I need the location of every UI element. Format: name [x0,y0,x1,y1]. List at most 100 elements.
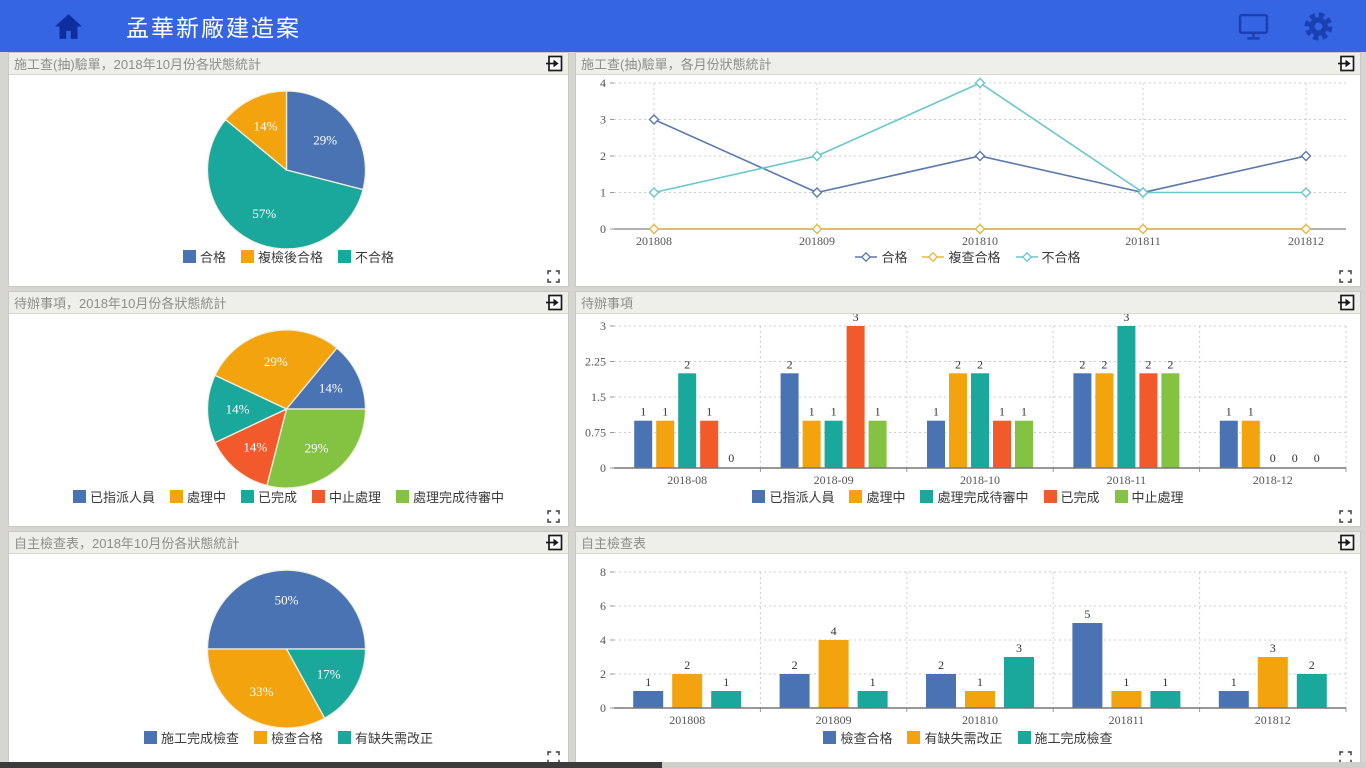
legend-item[interactable]: 檢查合格 [253,728,323,747]
legend-item[interactable]: 複查合格 [922,247,1001,266]
bar-chart-todo-monthly: 0 0.75 1.5 2.25 3 2018-08 1 1 2 1 0 2018-09 2 1 1 3 1 201… [576,314,1360,526]
svg-text:1: 1 [999,405,1005,419]
svg-text:1: 1 [831,405,837,419]
svg-text:14%: 14% [254,118,278,133]
svg-text:29%: 29% [313,133,337,148]
svg-text:3: 3 [1270,641,1276,655]
legend-item[interactable]: 處理完成待審中 [396,487,504,506]
svg-text:0: 0 [600,222,606,236]
svg-text:29%: 29% [305,440,329,455]
svg-text:2: 2 [787,357,793,371]
expand-icon[interactable] [547,270,560,283]
svg-text:4: 4 [600,76,606,90]
legend-item[interactable]: 合格 [855,247,907,266]
legend-item[interactable]: 不合格 [1015,247,1081,266]
chart-legend: 檢查合格 有缺失需改正 施工完成檢查 [576,728,1360,747]
legend-item[interactable]: 已指派人員 [72,487,155,506]
gear-icon[interactable] [1303,11,1334,42]
legend-square-marker [169,490,183,503]
panel-header: 待辦事項，2018年10月份各狀態統計 [9,292,568,314]
app-header: 孟華新廠建造案 [0,0,1366,52]
legend-item[interactable]: 中止處理 [312,487,381,506]
export-icon[interactable] [546,294,563,311]
legend-item[interactable]: 檢查合格 [823,728,892,747]
svg-text:201809: 201809 [799,234,835,248]
svg-text:1: 1 [662,405,668,419]
legend-item[interactable]: 複檢後合格 [240,247,323,266]
svg-text:2: 2 [1101,357,1107,371]
export-icon[interactable] [1338,55,1355,72]
panel-header: 施工查(抽)驗單，各月份狀態統計 [576,53,1360,75]
pie-chart-svg: 29% 57% 14% [206,90,367,250]
svg-text:0: 0 [728,451,734,465]
svg-text:201810: 201810 [962,234,998,248]
svg-text:2: 2 [684,357,690,371]
legend-item[interactable]: 已完成 [240,487,297,506]
svg-text:1: 1 [1123,675,1129,689]
line-chart-inspection-monthly: 0 1 2 3 4 201808 201809 201810 201811 201812 合格 複查… [576,75,1360,286]
legend-item[interactable]: 施工完成檢查 [1017,728,1113,747]
panel-selfcheck-pie: 自主檢查表，2018年10月份各狀態統計 50% 17% 33% 施工完成檢查 檢查合… [8,531,569,768]
pie-chart-svg: 50% 17% 33% [206,569,367,729]
svg-text:1: 1 [723,675,729,689]
legend-item[interactable]: 已完成 [1043,487,1100,506]
legend-square-marker [907,731,921,744]
svg-text:201811: 201811 [1109,713,1145,727]
svg-text:201812: 201812 [1255,713,1291,727]
svg-text:1: 1 [809,405,815,419]
svg-text:1.5: 1.5 [591,390,606,404]
export-icon[interactable] [1338,534,1355,551]
horizontal-scrollbar[interactable] [0,762,1366,768]
scrollbar-thumb[interactable] [0,762,662,768]
legend-square-marker [1114,490,1128,503]
svg-text:2018-10: 2018-10 [960,473,1000,487]
legend-item[interactable]: 中止處理 [1114,487,1184,506]
chart-legend: 已指派人員 處理中 已完成 中止處理 處理完成待審中 [9,487,568,506]
svg-text:3: 3 [1123,314,1129,324]
svg-text:2018-09: 2018-09 [814,473,854,487]
legend-item[interactable]: 有缺失需改正 [338,728,433,747]
export-icon[interactable] [1338,294,1355,311]
chart-legend: 已指派人員 處理中 處理完成待審中 已完成 中止處理 [576,487,1360,506]
svg-text:2018-11: 2018-11 [1107,473,1147,487]
bar-chart-svg: 0 2 4 6 8 201808 1 2 1 201809 2 4 1 201810 2 1 3 201811 5 1… [600,565,1347,727]
panel-title: 自主檢查表，2018年10月份各狀態統計 [14,536,240,551]
svg-text:2: 2 [977,357,983,371]
legend-item[interactable]: 處理中 [849,487,905,506]
svg-text:1: 1 [1162,675,1168,689]
legend-square-marker [253,731,267,744]
legend-item[interactable]: 已指派人員 [752,487,834,506]
panel-header: 自主檢查表 [576,532,1360,554]
panel-header: 自主檢查表，2018年10月份各狀態統計 [9,532,568,554]
legend-item[interactable]: 合格 [182,247,226,266]
panel-header: 施工查(抽)驗單，2018年10月份各狀態統計 [9,53,568,75]
legend-line-diamond-marker [855,251,878,262]
monitor-icon[interactable] [1238,13,1269,40]
expand-icon[interactable] [547,510,560,523]
svg-text:0: 0 [1314,451,1320,465]
svg-text:1: 1 [706,405,712,419]
pie-chart-todo-status: 29% 14% 29% 14% 14% 已指派人員 處理中 已完成 中止處理 處理完成待審中 [9,314,568,526]
export-icon[interactable] [546,55,563,72]
svg-text:201812: 201812 [1288,234,1324,248]
expand-icon[interactable] [1339,510,1352,523]
expand-icon[interactable] [1339,270,1352,283]
svg-text:14%: 14% [319,381,343,396]
svg-text:201811: 201811 [1125,234,1161,248]
legend-item[interactable]: 處理中 [169,487,226,506]
svg-text:0: 0 [1270,451,1276,465]
legend-item[interactable]: 有缺失需改正 [907,728,1003,747]
legend-square-marker [240,490,254,503]
legend-item[interactable]: 施工完成檢查 [143,728,239,747]
svg-text:201808: 201808 [669,713,705,727]
legend-item[interactable]: 不合格 [338,247,394,266]
svg-text:14%: 14% [243,439,267,454]
svg-text:1: 1 [1248,405,1254,419]
svg-text:1: 1 [933,405,939,419]
export-icon[interactable] [546,534,563,551]
svg-text:6: 6 [600,599,606,613]
home-icon[interactable] [55,13,82,39]
legend-item[interactable]: 處理完成待審中 [920,487,1029,506]
svg-text:3: 3 [600,319,606,333]
legend-square-marker [338,731,351,744]
